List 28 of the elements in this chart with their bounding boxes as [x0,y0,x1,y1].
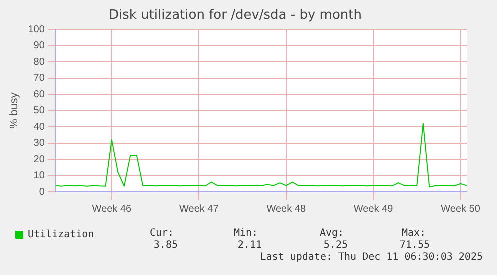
y-tick-label: 100 [28,24,46,36]
x-tick-label: Week 48 [266,204,306,215]
x-tick-label: Week 50 [441,204,481,215]
x-tick-label: Week 47 [180,204,220,215]
y-axis-title: % busy [8,92,21,129]
y-tick-label: 50 [34,106,46,117]
text: 5.25 [322,240,348,251]
text: Last update: Thu Dec 11 06:30:03 2025 [260,252,483,263]
y-tick-label: 80 [34,56,46,68]
y-tick-label: 70 [34,73,46,84]
y-tick-label: 40 [34,122,46,133]
text: 3.85 [152,240,178,251]
chart-title: Disk utilization for /dev/sda - by month [109,8,362,24]
y-tick-label: 90 [34,40,46,52]
text: Max: [402,228,428,239]
x-tick-label: Week 49 [354,204,394,215]
y-tick-label: 20 [34,154,46,166]
legend-label: Utilization [28,230,94,241]
y-tick-label: 0 [39,186,46,198]
text: 2.11 [236,240,262,251]
y-tick-label: 10 [34,170,46,182]
text: Min: [234,228,260,239]
text: Avg: [320,228,346,239]
x-tick-label: Week 46 [92,204,132,215]
y-tick-label: 60 [34,89,46,100]
y-tick-label: 30 [34,138,46,150]
text: Cur: [150,228,176,239]
text: 71.55 [398,240,430,251]
